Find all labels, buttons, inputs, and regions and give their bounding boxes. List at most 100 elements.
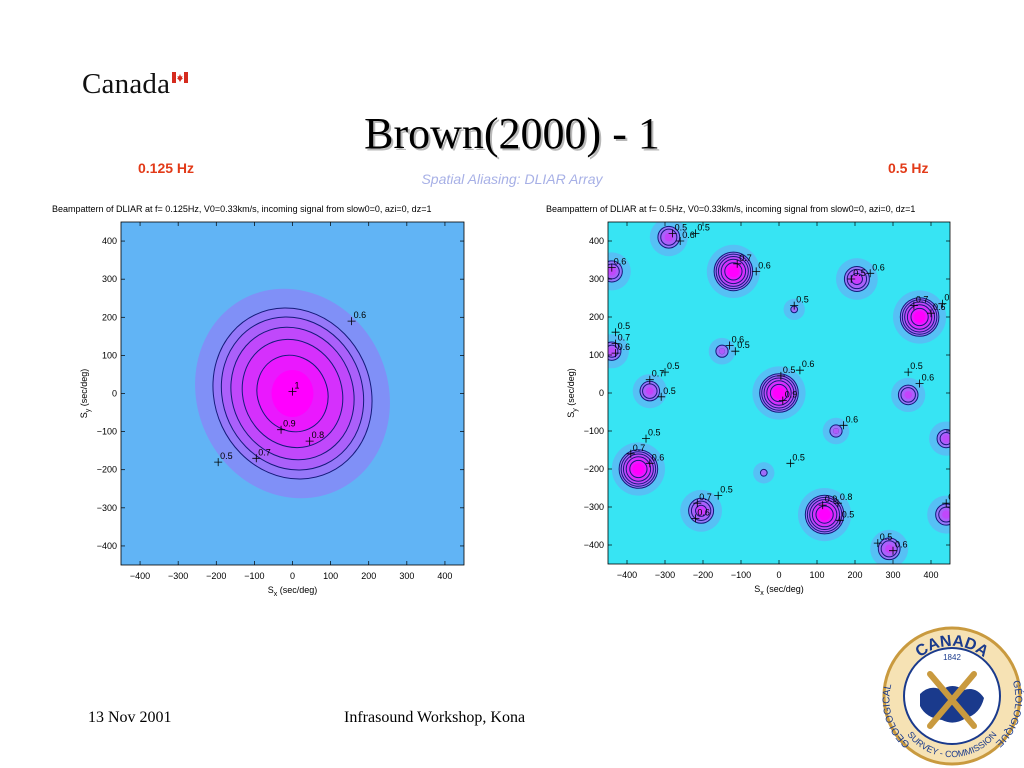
plot-title: Beampattern of DLIAR at f= 0.125Hz, V0=0… [52,204,431,214]
y-tick-label: 400 [102,236,117,246]
y-tick-label: 200 [589,312,604,322]
beampattern-plot-2: Beampattern of DLIAR at f= 0.5Hz, V0=0.3… [546,204,957,597]
contour-label: 0.6 [697,507,710,517]
contour-marker [657,392,666,401]
footer-event: Infrasound Workshop, Kona [344,709,526,726]
contour-marker [693,499,702,508]
contour-marker [731,347,740,356]
contour-label: 0.5 [842,509,855,519]
contour-label: 1 [295,381,300,391]
peak-core [696,506,706,516]
contour-marker [866,269,875,278]
x-tick-label: −200 [206,571,226,581]
contour-marker [252,454,261,463]
x-tick-label: 200 [847,570,862,580]
y-tick-label: 100 [589,350,604,360]
contour-label: 0.6 [944,293,957,303]
contour-label: 0.8 [312,430,325,440]
peak-core [942,434,950,443]
beampattern-plot-1: Beampattern of DLIAR at f= 0.125Hz, V0=0… [52,204,465,598]
contour-label: 0.7 [618,333,631,343]
contour-marker [909,301,918,310]
x-tick-label: 100 [809,570,824,580]
x-tick-label: −100 [244,571,264,581]
contour-label: 0.7 [739,253,752,263]
contour-marker [668,229,677,238]
y-tick-label: −300 [584,502,604,512]
slide-title: Brown(2000) - 1 [364,109,660,158]
y-tick-label: 300 [102,274,117,284]
contour-marker [915,379,924,388]
contour-marker [938,299,947,308]
peak-core [942,510,950,519]
peak-core [608,347,616,355]
y-tick-label: −200 [97,465,117,475]
x-tick-label: 300 [885,570,900,580]
x-tick-label: −400 [130,571,150,581]
contour-label: 0.6 [682,230,695,240]
contour-label: 0.9 [283,419,296,429]
contour-marker [818,501,827,510]
plot-title: Beampattern of DLIAR at f= 0.5Hz, V0=0.3… [546,204,915,214]
x-tick-label: 300 [399,571,414,581]
frequency-label-right: 0.5 Hz [888,160,929,176]
peak-core [818,508,831,521]
contour-label: 0.6 [802,359,815,369]
contour-marker [691,514,700,523]
canada-wordmark: Canada [82,68,171,100]
contour-marker [714,491,723,500]
contour-label: 0.6 [614,257,627,267]
contour-marker [611,339,620,348]
contour-label: 0.5 [910,361,923,371]
peak-core [904,391,912,399]
contour-marker [661,368,669,377]
contour-label: 0.9 [785,390,798,400]
y-tick-label: 0 [599,388,604,398]
y-tick-label: 100 [102,350,117,360]
contour-label: 0.6 [922,373,935,383]
contour-marker [645,375,654,384]
x-tick-label: 0 [776,570,781,580]
contour-marker [927,309,935,318]
contour-marker [608,263,616,272]
peak-core [727,265,740,278]
peak-core [646,387,654,395]
footer-date: 13 Nov 2001 [88,709,172,726]
y-axis-label: Sy (sec/deg) [79,369,92,419]
peak-core [719,348,725,355]
contour-label: 0.6 [758,260,771,270]
contour-label: 0.7 [258,447,271,457]
contour-label: 0.5 [796,295,809,305]
contour-label: 0.9 [825,494,838,504]
peak-core [632,463,645,475]
y-tick-label: −100 [584,426,604,436]
x-axis-label: Sx (sec/deg) [754,584,804,597]
contour-marker [889,546,897,555]
peak-core [885,544,894,553]
x-tick-label: 100 [323,571,338,581]
x-tick-label: −100 [731,570,751,580]
peak-core [913,311,926,323]
contour-label: 0.6 [652,452,665,462]
y-tick-label: −400 [97,541,117,551]
contour-marker [847,275,856,283]
contour-marker [839,421,848,430]
y-tick-label: −200 [584,464,604,474]
contour-label: 0.6 [933,302,946,312]
y-tick-label: −300 [97,503,117,513]
contour-marker [778,396,787,405]
frequency-label-left: 0.125 Hz [138,160,195,176]
contour-label: 0.5 [618,321,631,331]
contour-marker [873,539,882,548]
x-tick-label: −400 [617,570,637,580]
contour-marker [904,368,913,377]
x-axis-label: Sx (sec/deg) [268,585,318,598]
contour-label: 0.7 [652,369,665,379]
contour-marker [626,449,635,458]
contour-marker [642,434,650,443]
contour-label: 0.7 [916,295,929,305]
contour-marker [733,259,742,268]
x-tick-label: 200 [361,571,376,581]
contour-label: 0.5 [220,451,233,461]
contour-label: 0.5 [648,428,661,438]
